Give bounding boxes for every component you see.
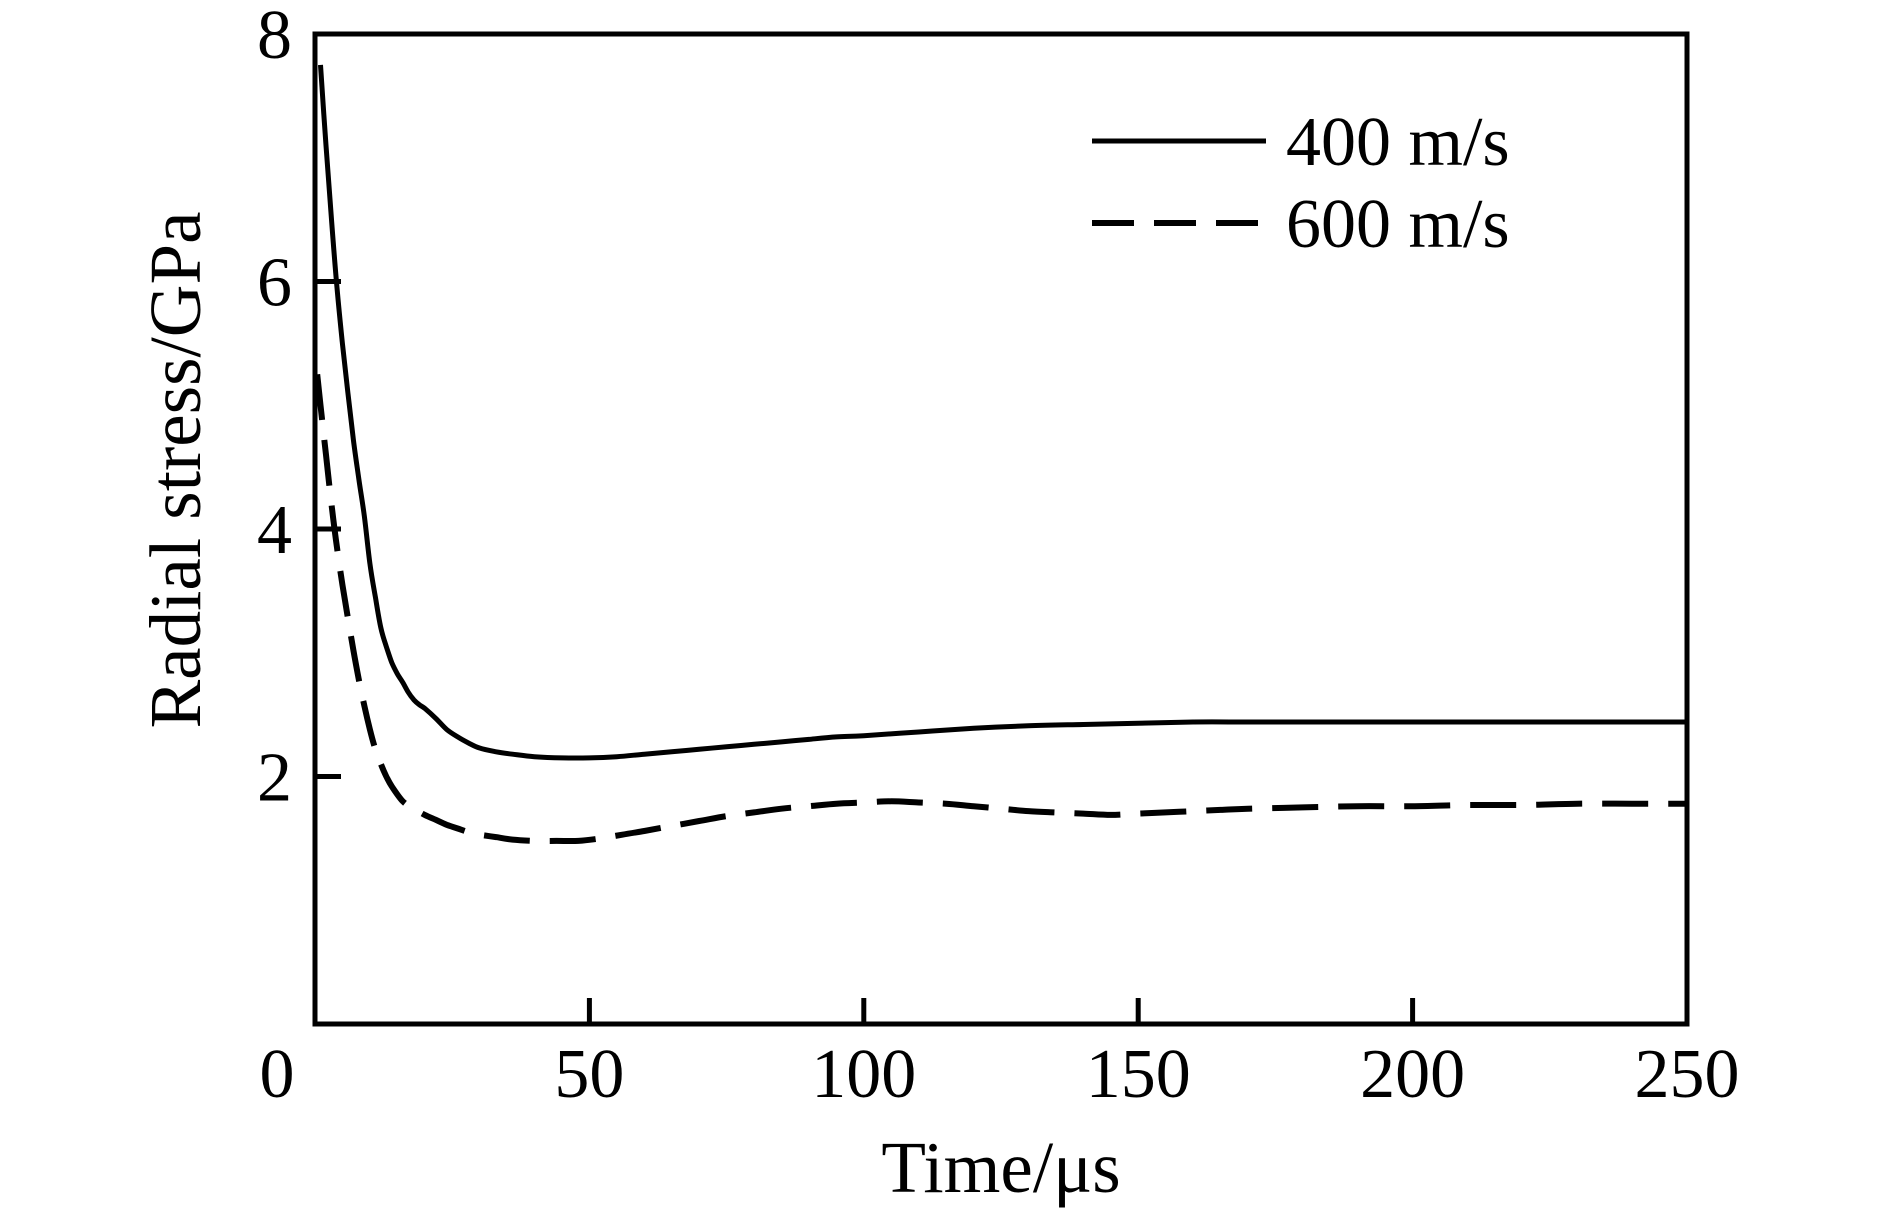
y-tick-label: 4	[257, 492, 292, 569]
data-curves	[314, 64, 1687, 845]
origin-tick-label: 0	[260, 1036, 295, 1113]
y-tick-label: 6	[257, 245, 292, 322]
x-tick-label: 250	[1635, 1036, 1740, 1113]
y-tick-label: 8	[257, 0, 292, 74]
series-curve-400-m-s	[318, 64, 1687, 761]
legend-label-600: 600 m/s	[1286, 186, 1510, 263]
x-tick-label: 50	[554, 1036, 624, 1113]
x-tick-label: 150	[1086, 1036, 1191, 1113]
legend-item-400: 400 m/s	[1092, 104, 1510, 181]
legend: 400 m/s 600 m/s	[1092, 104, 1510, 263]
legend-label-400: 400 m/s	[1286, 104, 1510, 181]
y-tick-label: 2	[257, 740, 292, 817]
axis-tick-labels: 0 50 100 150 200 250 2 4 6 8	[257, 0, 1740, 1113]
axis-ticks	[312, 31, 1690, 1027]
legend-item-600: 600 m/s	[1092, 186, 1510, 263]
y-axis-title: Radial stress/GPa	[135, 211, 216, 728]
x-axis-title: Time/μs	[881, 1127, 1120, 1208]
series-curve-600-m-s	[314, 374, 1687, 845]
x-tick-label: 100	[811, 1036, 916, 1113]
plot-frame	[312, 31, 1690, 1027]
x-tick-label: 200	[1360, 1036, 1465, 1113]
